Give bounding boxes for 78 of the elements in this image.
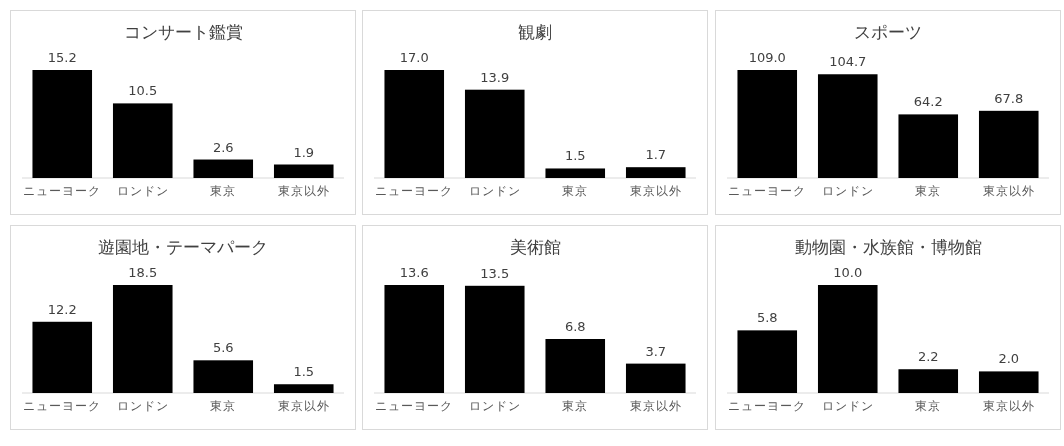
x-tick-label: ロンドン xyxy=(468,184,521,198)
x-tick-label: ロンドン xyxy=(821,399,874,413)
bar xyxy=(898,369,959,393)
x-tick-label: 東京 xyxy=(915,399,942,413)
bar xyxy=(193,159,254,178)
bar xyxy=(817,285,878,393)
data-label: 1.9 xyxy=(293,144,315,160)
x-tick-label: 東京以外 xyxy=(277,399,330,413)
chart-title: 動物園・水族館・博物館 xyxy=(794,237,982,257)
x-tick-label: ニューヨーク xyxy=(728,184,807,198)
data-label: 5.8 xyxy=(756,310,778,326)
bar xyxy=(273,164,334,178)
data-label: 3.7 xyxy=(645,343,667,359)
x-tick-label: ロンドン xyxy=(116,184,169,198)
x-tick-label: ロンドン xyxy=(821,184,874,198)
x-tick-label: 東京以外 xyxy=(277,184,330,198)
bar xyxy=(384,70,445,178)
bar xyxy=(273,384,334,393)
chart-title: スポーツ xyxy=(854,22,922,42)
bar xyxy=(32,70,93,178)
bar xyxy=(737,70,798,178)
x-tick-label: 東京以外 xyxy=(982,399,1035,413)
chart-title: 観劇 xyxy=(518,22,552,42)
x-tick-label: ニューヨーク xyxy=(375,399,454,413)
bar xyxy=(112,103,173,178)
data-label: 2.2 xyxy=(917,349,939,365)
data-label: 17.0 xyxy=(399,50,429,65)
data-label: 109.0 xyxy=(748,50,786,65)
x-tick-label: 東京以外 xyxy=(982,184,1035,198)
bar xyxy=(737,330,798,393)
bar xyxy=(625,167,686,178)
data-label: 2.0 xyxy=(998,351,1020,367)
bar xyxy=(545,168,606,178)
bar xyxy=(32,321,93,393)
data-label: 18.5 xyxy=(128,265,158,280)
chart-title: 美術館 xyxy=(509,237,561,257)
x-tick-label: 東京 xyxy=(210,184,237,198)
x-tick-label: 東京 xyxy=(210,399,237,413)
data-label: 13.5 xyxy=(480,265,510,281)
data-label: 13.6 xyxy=(399,265,429,280)
x-tick-label: 東京 xyxy=(562,184,589,198)
bar xyxy=(978,110,1039,178)
x-tick-label: ニューヨーク xyxy=(375,184,454,198)
data-label: 104.7 xyxy=(829,54,867,70)
x-tick-label: ロンドン xyxy=(468,399,521,413)
data-label: 5.6 xyxy=(212,340,234,356)
x-tick-label: ロンドン xyxy=(116,399,169,413)
x-tick-label: 東京 xyxy=(562,399,589,413)
bar xyxy=(384,285,445,393)
data-label: 2.6 xyxy=(212,139,234,155)
bar xyxy=(464,285,525,393)
bar xyxy=(193,360,254,393)
x-tick-label: ニューヨーク xyxy=(23,399,102,413)
bar xyxy=(978,371,1039,393)
bar xyxy=(112,285,173,393)
data-label: 67.8 xyxy=(994,90,1024,106)
data-label: 1.5 xyxy=(293,364,315,380)
data-label: 10.0 xyxy=(833,265,863,280)
chart-title: 遊園地・テーマパーク xyxy=(98,237,268,257)
bar xyxy=(625,363,686,393)
bar xyxy=(545,339,606,393)
data-label: 12.2 xyxy=(47,301,77,317)
x-tick-label: 東京 xyxy=(915,184,942,198)
data-label: 10.5 xyxy=(128,83,158,99)
data-label: 1.7 xyxy=(645,147,667,163)
data-label: 64.2 xyxy=(913,94,943,110)
data-label: 13.9 xyxy=(480,69,510,85)
data-label: 6.8 xyxy=(564,319,586,334)
data-label: 15.2 xyxy=(47,50,77,65)
bar xyxy=(817,74,878,178)
x-tick-label: ニューヨーク xyxy=(23,184,102,198)
x-tick-label: 東京以外 xyxy=(629,399,682,413)
data-label: 1.5 xyxy=(564,148,586,164)
bar xyxy=(464,89,525,178)
bar xyxy=(898,114,959,178)
x-tick-label: 東京以外 xyxy=(629,184,682,198)
chart-title: コンサート鑑賞 xyxy=(123,22,243,42)
x-tick-label: ニューヨーク xyxy=(728,399,807,413)
